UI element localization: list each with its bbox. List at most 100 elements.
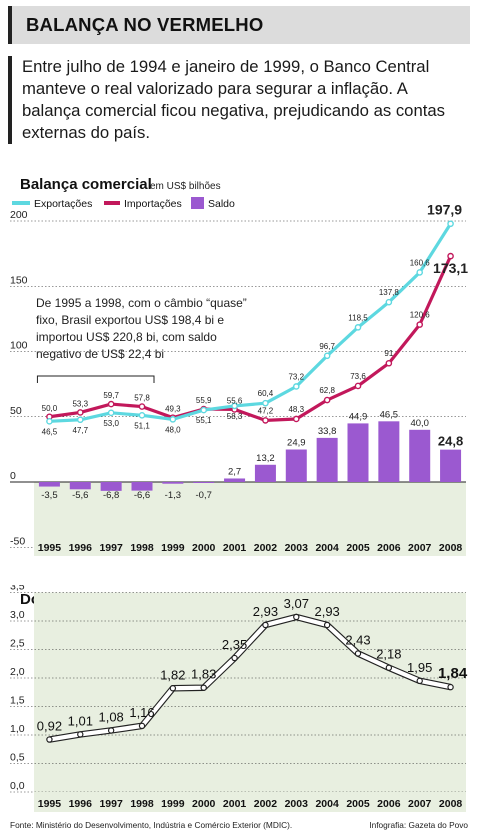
legend-saldo-swatch (191, 197, 204, 209)
dolar-label: 2,93 (253, 604, 278, 619)
importacoes-label: 55,9 (196, 396, 212, 405)
dolar-point (447, 683, 454, 691)
legend-saldo: Saldo (208, 198, 235, 210)
dolar-line (49, 614, 451, 742)
year-axis-band (34, 792, 466, 812)
importacoes-label: 73,6 (350, 372, 366, 381)
dolar-point (354, 650, 362, 657)
saldo-bar (254, 464, 276, 482)
exportacoes-label: 51,1 (134, 421, 150, 430)
saldo-bar (69, 482, 91, 490)
y-tick-label: 50 (10, 405, 22, 417)
saldo-label: 33,8 (318, 426, 337, 437)
x-tick-label: 2006 (377, 542, 401, 554)
saldo-bar (409, 429, 431, 482)
importacoes-point (385, 359, 393, 367)
saldo-label: 46,5 (380, 409, 399, 420)
intro-text: Entre julho de 1994 e janeiro de 1999, o… (8, 56, 470, 144)
exportacoes-label: 48,0 (165, 425, 181, 434)
exportacoes-point (323, 352, 331, 360)
credit-note: Infografia: Gazeta do Povo (369, 820, 468, 830)
x-tick-label: 2003 (285, 798, 309, 810)
exportacoes-point (76, 416, 84, 424)
x-tick-label: 2001 (223, 542, 247, 554)
importacoes-point (262, 417, 269, 424)
exportacoes-line (49, 222, 452, 423)
saldo-label: -6,6 (134, 490, 150, 501)
importacoes-point (447, 252, 454, 260)
saldo-bar (100, 482, 122, 491)
x-tick-label: 2004 (315, 798, 339, 810)
x-tick-label: 2005 (346, 798, 370, 810)
y-tick-label: -50 (10, 535, 25, 547)
exportacoes-label: 55,1 (196, 416, 212, 425)
dolar-label: 1,16 (129, 705, 154, 720)
importacoes-point (107, 400, 115, 408)
exportacoes-label: 160,6 (410, 258, 431, 267)
y-tick-label: 1,0 (10, 723, 25, 735)
importacoes-point (354, 382, 362, 390)
importacoes-point (323, 396, 331, 404)
exportacoes-point (46, 418, 53, 425)
saldo-label: -6,8 (103, 490, 119, 501)
exportacoes-label: 53,0 (103, 419, 119, 428)
y-tick-label: 2,5 (10, 638, 25, 650)
dolar-label: 2,18 (376, 647, 401, 662)
importacoes-point (292, 415, 300, 423)
importacoes-label: 57,8 (134, 394, 150, 403)
dolar-point (293, 613, 300, 621)
exportacoes-point (416, 269, 424, 276)
plot-panel (34, 592, 466, 792)
chart1-title: Balança comercial (20, 176, 152, 193)
year-axis-band (34, 537, 466, 556)
dolar-point (138, 722, 146, 730)
annotation-line: negativo de US$ 22,4 bi (36, 347, 164, 361)
y-tick-label: 0 (10, 470, 16, 482)
saldo-label: 13,2 (256, 453, 275, 464)
importacoes-label: 50,0 (42, 404, 58, 413)
x-tick-label: 2001 (223, 798, 247, 810)
importacoes-label: 62,8 (319, 386, 335, 395)
exportacoes-label: 47,7 (72, 426, 88, 435)
saldo-label: -0,7 (196, 490, 212, 501)
exportacoes-label: 197,9 (427, 202, 462, 218)
x-tick-label: 2003 (285, 542, 309, 554)
x-tick-label: 2002 (254, 542, 278, 554)
y-tick-label: 3,5 (10, 585, 25, 593)
x-tick-label: 2008 (439, 542, 463, 554)
x-tick-label: 1997 (99, 798, 123, 810)
y-tick-label: 3,0 (10, 609, 25, 621)
exportacoes-point (354, 324, 362, 331)
importacoes-label: 55,6 (227, 396, 243, 405)
dolar-label: 1,08 (98, 709, 123, 724)
annotation-line: De 1995 a 1998, com o câmbio “quase” (36, 296, 247, 310)
x-tick-label: 2000 (192, 798, 216, 810)
importacoes-point (76, 409, 84, 416)
exportacoes-point (292, 383, 300, 390)
x-tick-label: 2007 (408, 798, 432, 810)
dolar-point (46, 736, 53, 743)
y-tick-label: 200 (10, 209, 28, 221)
exportacoes-point (138, 412, 146, 419)
importacoes-label: 120,6 (410, 311, 431, 320)
y-tick-label: 0,5 (10, 752, 25, 764)
chart1-unit: em US$ bilhões (150, 181, 221, 192)
saldo-bar (440, 449, 462, 482)
page-title: BALANÇA NO VERMELHO (26, 14, 264, 35)
y-tick-label: 100 (10, 340, 28, 352)
dolar-label: 3,07 (284, 596, 309, 611)
x-tick-label: 2007 (408, 542, 432, 554)
exportacoes-label: 73,2 (288, 372, 304, 381)
legend-exportacoes: Exportações (34, 198, 92, 210)
dolar-label: 1,84 (438, 665, 468, 682)
x-tick-label: 2004 (315, 542, 339, 554)
exportacoes-label: 60,4 (258, 389, 274, 398)
dolar-point (385, 664, 393, 671)
saldo-label: 24,9 (287, 438, 306, 449)
dolar-label: 1,82 (160, 667, 185, 682)
importacoes-point (416, 321, 424, 328)
x-tick-label: 1995 (38, 798, 62, 810)
importacoes-label: 49,3 (165, 405, 181, 414)
header-bar: BALANÇA NO VERMELHO (8, 6, 470, 44)
